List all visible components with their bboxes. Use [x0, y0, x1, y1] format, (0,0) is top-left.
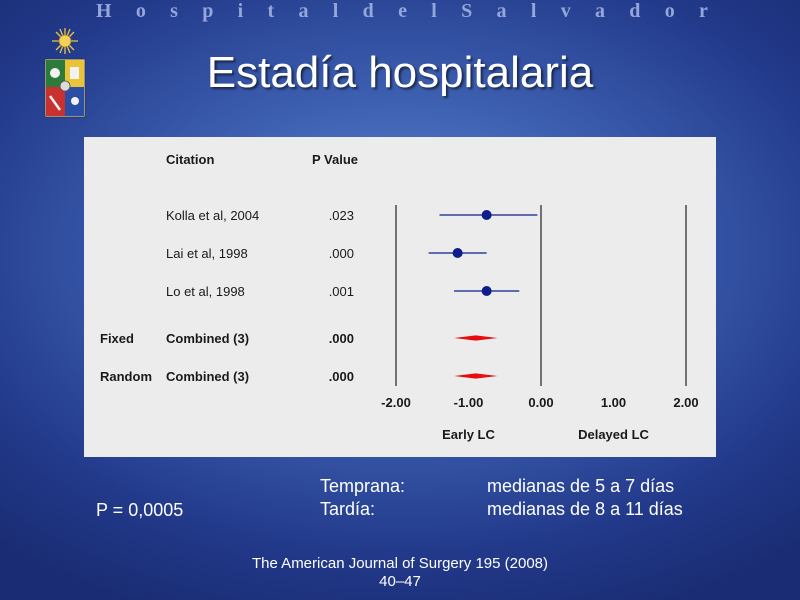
header-letter: t — [267, 0, 275, 22]
university-crest-logo — [44, 28, 86, 118]
row-p-value: .000 — [329, 331, 354, 346]
p-value-text: P = 0,0005 — [96, 500, 184, 520]
row-citation-label: Kolla et al, 2004 — [166, 208, 259, 223]
row-p-value: .000 — [329, 246, 354, 261]
row-p-value: .001 — [329, 284, 354, 299]
p-value-column-header: P Value — [312, 152, 358, 167]
pooled-estimate-diamond — [454, 335, 498, 341]
delayed-median-value: medianas de 8 a 11 días — [487, 499, 683, 519]
forest-plot: Citation P Value Kolla et al, 2004 .023 Lai … — [100, 152, 699, 442]
citation-line-2: 40–47 — [379, 573, 421, 590]
header-letter: r — [699, 0, 708, 22]
citation-line-1: The American Journal of Surgery 195 (200… — [252, 555, 548, 572]
header-letter: d — [362, 0, 374, 22]
citation-column-header: Citation — [166, 152, 214, 167]
delayed-label: Tardía: — [320, 499, 376, 519]
x-axis-label-delayed: Delayed LC — [578, 427, 649, 442]
header-letter: l — [431, 0, 437, 22]
pooled-estimate-diamond — [454, 373, 498, 379]
header-letter: S — [461, 0, 473, 22]
header-letter: a — [298, 0, 309, 22]
header-letter: a — [595, 0, 605, 22]
row-group-label: Fixed — [100, 331, 134, 346]
early-median-value: medianas de 5 a 7 días — [487, 476, 675, 496]
slide-title: Estadía hospitalaria — [206, 48, 594, 97]
header-letter: l — [530, 0, 537, 22]
header-letter: e — [398, 0, 407, 22]
point-estimate-marker — [452, 248, 463, 258]
x-tick-label: -1.00 — [454, 395, 484, 410]
header-letter: l — [332, 0, 339, 22]
header-letter: o — [664, 0, 675, 22]
header-letter: p — [202, 0, 214, 22]
early-label: Temprana: — [320, 476, 406, 496]
header-letter: d — [629, 0, 641, 22]
row-citation-label: Lai et al, 1998 — [166, 246, 248, 261]
row-group-label: Random — [100, 369, 152, 384]
header-letter: H — [96, 0, 112, 22]
x-axis-label-early: Early LC — [442, 427, 495, 442]
header-letter: v — [560, 0, 571, 22]
point-estimate-marker — [481, 286, 492, 296]
header-letter: a — [496, 0, 507, 22]
x-tick-label: -2.00 — [381, 395, 411, 410]
header-letter: o — [135, 0, 146, 22]
x-tick-label: 2.00 — [673, 395, 698, 410]
journal-citation: The American Journal of Surgery 195 (200… — [200, 555, 600, 591]
header-letter: s — [170, 0, 178, 22]
forest-plot-panel: Citation P Value Kolla et al, 2004 .023 Lai … — [84, 137, 716, 457]
point-estimate-marker — [481, 210, 492, 220]
row-citation-label: Lo et al, 1998 — [166, 284, 245, 299]
row-p-value: .000 — [329, 369, 354, 384]
sun-icon — [52, 28, 78, 54]
row-citation-label: Combined (3) — [166, 331, 249, 346]
x-tick-label: 1.00 — [601, 395, 626, 410]
row-citation-label: Combined (3) — [166, 369, 249, 384]
shield-icon — [44, 58, 86, 118]
x-tick-label: 0.00 — [528, 395, 553, 410]
row-p-value: .023 — [329, 208, 354, 223]
header-letter: i — [237, 0, 244, 22]
